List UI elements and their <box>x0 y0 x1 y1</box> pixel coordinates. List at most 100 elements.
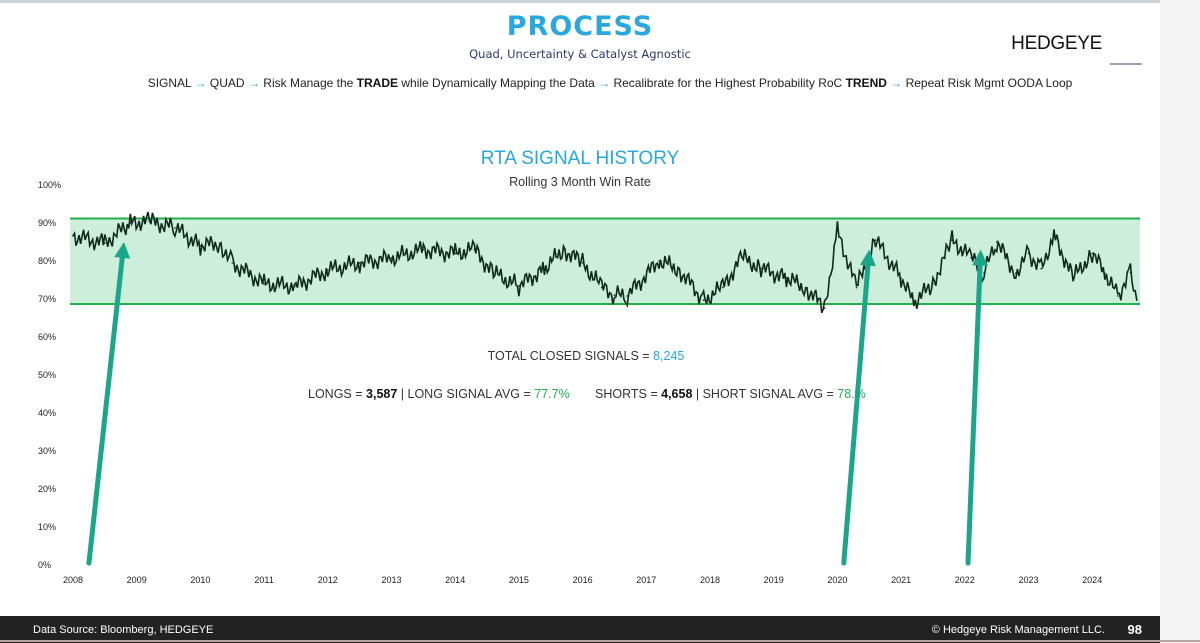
data-point <box>199 245 202 247</box>
process-text: Risk Manage the <box>263 76 357 90</box>
data-point <box>913 302 915 304</box>
longs-value: 3,587 <box>366 387 398 401</box>
y-tick-label: 90% <box>38 218 56 228</box>
data-point <box>263 283 265 285</box>
data-point <box>951 239 953 241</box>
y-tick-label: 10% <box>38 522 56 532</box>
data-point <box>454 252 457 255</box>
shorts-value: 4,658 <box>661 387 693 401</box>
process-flow: SIGNAL → QUAD → Risk Manage the TRADE wh… <box>0 76 1200 90</box>
process-keyword: TREND <box>845 76 887 90</box>
data-point <box>1027 252 1030 255</box>
x-tick-label: 2018 <box>700 575 720 585</box>
win-rate-band <box>70 218 1140 304</box>
data-point <box>1091 252 1093 255</box>
x-tick-label: 2010 <box>190 575 210 585</box>
data-point <box>613 294 616 297</box>
annotation-arrow-shaft <box>841 263 871 566</box>
total-signals: TOTAL CLOSED SIGNALS = 8,245 <box>0 349 1172 363</box>
data-point <box>702 299 705 301</box>
arrow-head-icon <box>972 249 989 266</box>
x-tick-label: 2023 <box>1018 575 1038 585</box>
data-point <box>543 267 546 270</box>
data-point <box>983 272 985 274</box>
x-tick-label: 2016 <box>573 575 593 585</box>
page-number: 98 <box>1127 622 1142 637</box>
arrow-icon: → <box>247 76 264 90</box>
window-edge <box>0 640 1200 642</box>
data-point <box>741 256 743 258</box>
data-point <box>1014 272 1017 274</box>
data-point <box>422 248 425 251</box>
hedgeye-logo: HEDGEYE <box>1011 33 1102 54</box>
annotation-arrows <box>86 242 989 566</box>
data-point <box>390 257 393 259</box>
process-text: QUAD <box>206 76 248 90</box>
data-point <box>855 286 858 289</box>
data-point <box>995 241 998 243</box>
annotation-arrow-shaft <box>86 255 125 566</box>
data-point <box>72 235 74 237</box>
x-tick-label: 2017 <box>636 575 656 585</box>
x-tick-label: 2015 <box>509 575 529 585</box>
data-point <box>658 260 660 262</box>
process-text: while Dynamically Mapping the Data <box>398 76 599 90</box>
data-point <box>473 248 476 251</box>
arrow-head-icon <box>114 242 131 259</box>
data-point <box>104 242 106 244</box>
data-point <box>721 286 724 289</box>
data-point <box>760 267 762 270</box>
long-avg-label: | LONG SIGNAL AVG = <box>397 387 535 401</box>
data-point <box>785 277 788 279</box>
x-tick-label: 2012 <box>318 575 338 585</box>
data-point <box>492 272 495 274</box>
y-tick-label: 40% <box>38 408 56 418</box>
process-text: Repeat Risk Mgmt OODA Loop <box>905 76 1073 90</box>
data-point <box>677 267 679 270</box>
x-tick-label: 2024 <box>1082 575 1102 585</box>
x-tick-label: 2014 <box>445 575 465 585</box>
data-point <box>836 229 839 232</box>
data-point <box>626 295 628 297</box>
data-point <box>804 286 807 289</box>
data-point <box>148 220 151 222</box>
data-point <box>518 285 520 287</box>
total-value: 8,245 <box>653 349 685 363</box>
total-label: TOTAL CLOSED SIGNALS = <box>487 349 654 363</box>
win-rate-series <box>72 211 1138 314</box>
y-tick-label: 60% <box>38 332 56 342</box>
data-point <box>174 227 176 229</box>
y-tick-label: 80% <box>38 256 56 266</box>
shorts-label: SHORTS = <box>595 387 662 401</box>
page-title: PROCESS <box>506 11 654 42</box>
y-tick-label: 100% <box>38 180 61 190</box>
long-avg-value: 77.7% <box>534 387 570 401</box>
x-tick-label: 2019 <box>764 575 784 585</box>
data-point <box>218 242 221 244</box>
data-point <box>932 283 934 285</box>
logo-underline <box>1110 63 1142 65</box>
process-keyword: TRADE <box>356 76 399 90</box>
data-point <box>358 262 361 264</box>
x-tick-label: 2011 <box>254 575 273 585</box>
data-point <box>823 307 826 309</box>
longs-stat: LONGS = 3,587 | LONG SIGNAL AVG = 77.7% <box>308 387 570 401</box>
data-source: Data Source: Bloomberg, HEDGEYE <box>33 624 214 636</box>
data-point <box>327 269 329 271</box>
x-tick-label: 2022 <box>955 575 975 585</box>
data-point <box>1040 267 1043 270</box>
chart-subtitle: Rolling 3 Month Win Rate <box>509 175 651 189</box>
y-tick-label: 0% <box>38 560 51 570</box>
x-tick-label: 2013 <box>381 575 401 585</box>
footer: Data Source: Bloomberg, HEDGEYE © Hedgey… <box>0 616 1160 643</box>
chart-title: RTA SIGNAL HISTORY <box>480 148 680 169</box>
data-point <box>295 285 297 287</box>
data-point <box>1135 299 1138 301</box>
copyright: © Hedgeye Risk Management LLC. <box>931 624 1105 636</box>
data-point <box>1104 272 1106 274</box>
process-text: SIGNAL <box>147 76 195 90</box>
arrow-icon: → <box>598 76 611 90</box>
y-tick-label: 20% <box>38 484 56 494</box>
data-point <box>581 262 584 264</box>
data-point <box>600 286 603 289</box>
